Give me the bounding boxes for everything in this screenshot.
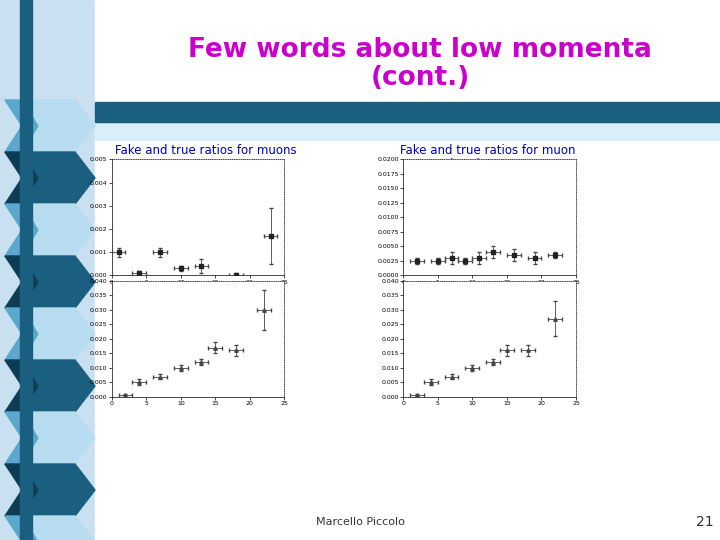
Text: μ-analysis: μ-analysis <box>125 173 185 186</box>
Polygon shape <box>5 464 38 516</box>
Polygon shape <box>5 204 38 256</box>
Text: Fake and true ratios for muons: Fake and true ratios for muons <box>115 144 297 157</box>
Text: Had. Cal: Had. Cal <box>430 159 480 172</box>
Polygon shape <box>5 412 38 464</box>
Text: μ–system: μ–system <box>125 159 181 172</box>
Polygon shape <box>5 464 95 516</box>
Polygon shape <box>5 360 95 412</box>
Polygon shape <box>5 100 38 152</box>
Text: Few words about low momenta: Few words about low momenta <box>188 37 652 63</box>
Text: Marcello Piccolo: Marcello Piccolo <box>315 517 405 527</box>
Polygon shape <box>5 516 95 540</box>
Polygon shape <box>5 308 38 360</box>
Polygon shape <box>5 152 38 204</box>
Text: (cont.): (cont.) <box>370 65 469 91</box>
Polygon shape <box>5 256 38 308</box>
Polygon shape <box>5 360 38 412</box>
Polygon shape <box>5 516 38 540</box>
Text: Fake and true ratios for muon: Fake and true ratios for muon <box>400 144 575 157</box>
Polygon shape <box>5 152 95 204</box>
Bar <box>95 0 720 540</box>
Bar <box>95 122 720 140</box>
Polygon shape <box>5 204 95 256</box>
Polygon shape <box>5 100 95 152</box>
Polygon shape <box>5 412 95 464</box>
Bar <box>20 0 32 540</box>
Bar <box>95 102 720 122</box>
Text: SNARK: SNARK <box>430 173 470 186</box>
Polygon shape <box>5 308 95 360</box>
Text: 21: 21 <box>696 515 714 529</box>
Polygon shape <box>5 256 95 308</box>
